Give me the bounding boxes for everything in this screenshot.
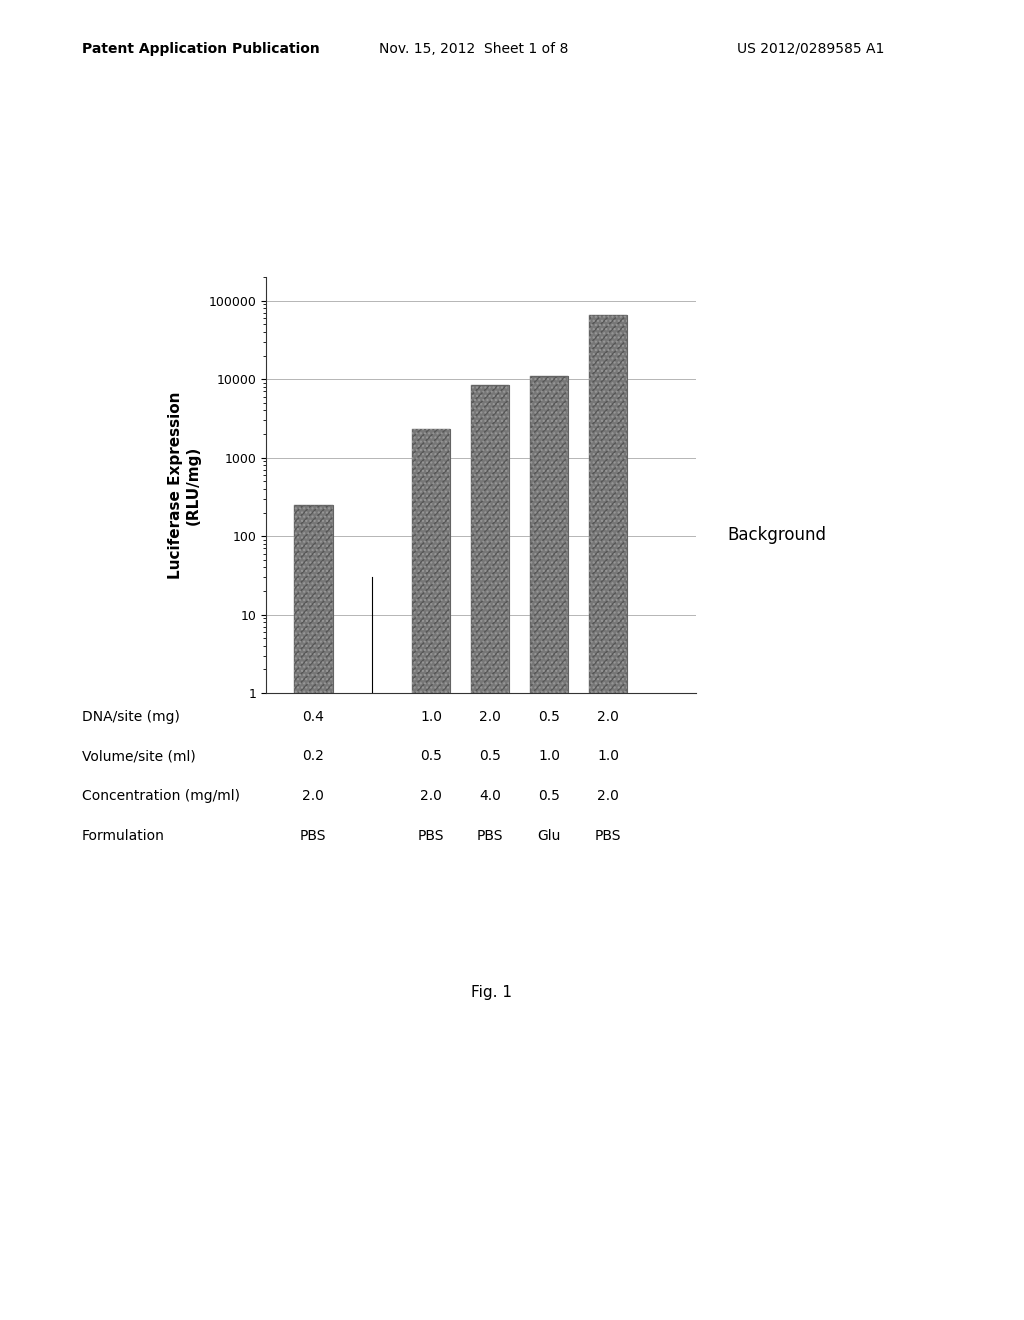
- Bar: [412, 429, 451, 1320]
- Text: 0.5: 0.5: [538, 789, 560, 803]
- Text: Patent Application Publication: Patent Application Publication: [82, 42, 319, 55]
- Text: DNA/site (mg): DNA/site (mg): [82, 710, 180, 723]
- Text: 0.5: 0.5: [420, 750, 442, 763]
- Text: Volume/site (ml): Volume/site (ml): [82, 750, 196, 763]
- Text: PBS: PBS: [300, 829, 327, 842]
- Text: 1.0: 1.0: [420, 710, 442, 723]
- Y-axis label: Luciferase Expression
(RLU/mg): Luciferase Expression (RLU/mg): [168, 391, 201, 579]
- Text: 2.0: 2.0: [302, 789, 325, 803]
- Text: 1.0: 1.0: [538, 750, 560, 763]
- Text: 2.0: 2.0: [420, 789, 442, 803]
- Bar: [294, 506, 333, 1320]
- Bar: [589, 315, 627, 1320]
- Text: PBS: PBS: [595, 829, 622, 842]
- Bar: [471, 385, 509, 1320]
- Text: Nov. 15, 2012  Sheet 1 of 8: Nov. 15, 2012 Sheet 1 of 8: [379, 42, 568, 55]
- Bar: [529, 376, 568, 1320]
- Text: PBS: PBS: [477, 829, 504, 842]
- Text: Concentration (mg/ml): Concentration (mg/ml): [82, 789, 240, 803]
- Text: Glu: Glu: [538, 829, 561, 842]
- Text: 4.0: 4.0: [479, 789, 501, 803]
- Text: Fig. 1: Fig. 1: [471, 985, 512, 999]
- Text: 0.2: 0.2: [302, 750, 325, 763]
- Text: Background: Background: [727, 525, 826, 544]
- Bar: [529, 376, 568, 1320]
- Text: 2.0: 2.0: [597, 789, 618, 803]
- Bar: [294, 506, 333, 1320]
- Text: 0.5: 0.5: [538, 710, 560, 723]
- Bar: [412, 429, 451, 1320]
- Text: 2.0: 2.0: [597, 710, 618, 723]
- Text: US 2012/0289585 A1: US 2012/0289585 A1: [737, 42, 885, 55]
- Text: 1.0: 1.0: [597, 750, 618, 763]
- Text: 0.5: 0.5: [479, 750, 501, 763]
- Text: Formulation: Formulation: [82, 829, 165, 842]
- Bar: [589, 315, 627, 1320]
- Text: 2.0: 2.0: [479, 710, 501, 723]
- Text: PBS: PBS: [418, 829, 444, 842]
- Text: 0.4: 0.4: [302, 710, 325, 723]
- Bar: [471, 385, 509, 1320]
